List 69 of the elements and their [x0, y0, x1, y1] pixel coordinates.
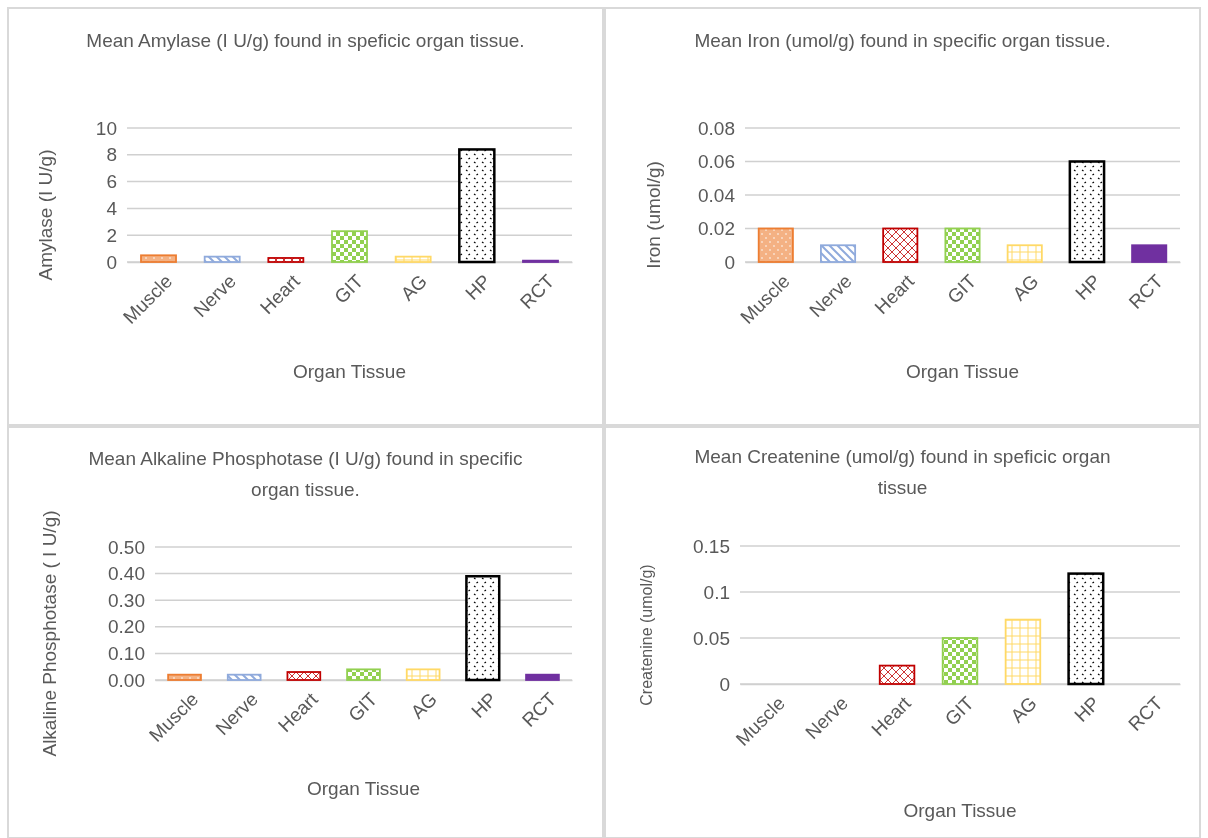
x-tick-label: HP — [461, 270, 495, 304]
bar — [820, 244, 857, 263]
y-axis-title: Iron (umol/g) — [643, 161, 664, 269]
y-tick-label: 4 — [106, 197, 118, 219]
x-tick-label: GIT — [330, 270, 368, 308]
x-tick-label: HP — [1071, 270, 1105, 304]
y-tick-label: 0.40 — [108, 563, 145, 585]
y-tick-label: 0.10 — [108, 642, 145, 664]
bar — [167, 673, 202, 681]
bar — [1067, 572, 1105, 686]
x-tick-label: GIT — [344, 688, 382, 726]
y-tick-label: 2 — [106, 224, 117, 246]
y-tick-label: 0.20 — [108, 616, 145, 638]
y-axis-title: Amylase (I U/g) — [35, 149, 56, 281]
x-axis-title: Organ Tissue — [293, 361, 406, 382]
bar — [1004, 618, 1042, 685]
bar — [140, 254, 177, 263]
y-tick-label: 0.04 — [698, 184, 736, 206]
chart-title: Mean Createnine (umol/g) found in speficic organ tissue — [694, 446, 1111, 498]
y-tick-label: 8 — [106, 144, 117, 166]
x-tick-label: AG — [1008, 270, 1043, 305]
x-tick-label: AG — [1006, 692, 1041, 727]
bar — [1131, 244, 1168, 263]
chart-title: Mean Amylase (I U/g) found in speficic organ tissue. — [86, 30, 525, 51]
y-tick-label: 0.50 — [108, 536, 145, 558]
y-axis-title: Alkaline Phosphotase ( I U/g) — [39, 510, 60, 757]
y-tick-label: 0.02 — [698, 218, 735, 240]
bar — [394, 255, 432, 263]
y-tick-label: 6 — [106, 171, 117, 193]
bar — [286, 671, 322, 681]
bar — [405, 668, 441, 681]
x-axis-title: Organ Tissue — [906, 361, 1019, 382]
y-tick-label: 0.30 — [108, 589, 145, 611]
bar — [525, 673, 560, 681]
y-tick-label: 0 — [719, 673, 730, 695]
bar — [1006, 244, 1043, 263]
x-tick-label: GIT — [940, 692, 979, 730]
x-tick-label: GIT — [943, 270, 981, 308]
bar — [203, 255, 241, 263]
bar — [346, 668, 381, 681]
bar — [944, 227, 981, 263]
bar — [878, 664, 916, 685]
bar — [1068, 160, 1106, 264]
bar — [331, 230, 368, 263]
y-tick-label: 0.00 — [108, 669, 145, 691]
bar — [465, 575, 501, 682]
y-tick-label: 10 — [95, 117, 117, 139]
y-tick-label: 0.15 — [693, 535, 730, 557]
y-tick-label: 0.06 — [698, 151, 735, 173]
bar — [757, 227, 794, 263]
x-tick-label: AG — [396, 270, 432, 305]
x-tick-label: HP — [467, 688, 501, 722]
bar — [226, 673, 262, 681]
y-axis-title: Createnine (umol/g) — [638, 564, 655, 706]
bar — [882, 227, 919, 263]
y-tick-label: 0.05 — [693, 627, 730, 649]
bar — [458, 148, 496, 264]
y-tick-label: 0.08 — [698, 117, 735, 139]
x-axis-title: Organ Tissue — [307, 778, 420, 799]
x-tick-label: AG — [406, 688, 442, 723]
y-tick-label: 0.1 — [703, 581, 730, 603]
bar — [941, 637, 979, 685]
x-axis-title: Organ Tissue — [903, 800, 1017, 821]
chart-title: Mean Alkaline Phosphotase (I U/g) found in specific organ tissue. — [88, 448, 523, 500]
y-tick-label: 0 — [106, 251, 117, 273]
y-tick-label: 0 — [724, 251, 735, 273]
bar — [267, 257, 305, 263]
x-tick-label: HP — [1070, 692, 1104, 726]
chart-title: Mean Iron (umol/g) found in specific organ tissue. — [694, 30, 1111, 51]
